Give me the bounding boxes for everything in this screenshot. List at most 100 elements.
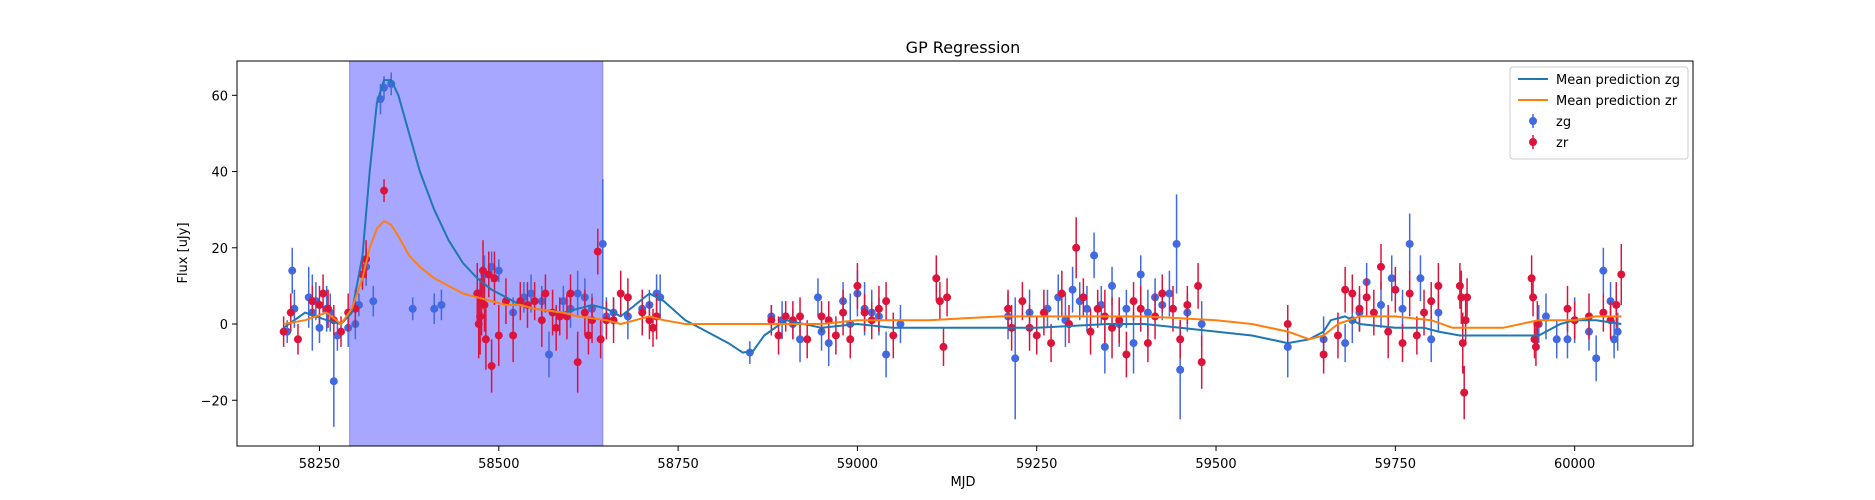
point-zr <box>1398 339 1407 348</box>
point-zr <box>480 300 489 309</box>
point-zr <box>1176 335 1185 344</box>
point-zr <box>1527 274 1536 283</box>
point-zr <box>1115 316 1124 325</box>
point-zg <box>1599 266 1608 275</box>
point-zr <box>839 308 848 317</box>
point-zr <box>1458 339 1467 348</box>
point-zr <box>1197 358 1206 367</box>
point-zr <box>537 316 546 325</box>
point-zr <box>490 274 499 283</box>
point-zr <box>337 327 345 336</box>
point-zg <box>1176 365 1185 374</box>
point-zg <box>598 239 607 248</box>
chart-title: GP Regression <box>906 38 1021 57</box>
point-zr <box>1460 388 1469 397</box>
highlight-span <box>349 60 604 447</box>
point-zr <box>1529 293 1538 302</box>
point-zr <box>279 327 288 336</box>
legend-label: zg <box>1556 115 1571 130</box>
point-zg <box>1011 354 1020 363</box>
point-zr <box>509 331 518 340</box>
y-tick-label: 60 <box>211 89 228 104</box>
point-zg <box>1172 239 1181 248</box>
point-zr <box>1183 300 1192 309</box>
point-zg <box>1416 274 1425 283</box>
point-zr <box>616 289 625 298</box>
x-axis-label: MJD <box>950 475 975 490</box>
point-zg <box>288 266 297 275</box>
point-zr <box>1143 339 1152 348</box>
x-tick-label: 60000 <box>1554 457 1595 472</box>
y-tick-label: 0 <box>220 318 228 333</box>
point-zr <box>1319 350 1328 359</box>
point-zr <box>1158 289 1167 298</box>
point-zg <box>545 350 553 359</box>
legend-label: zr <box>1556 136 1569 151</box>
point-zr <box>481 335 490 344</box>
y-tick-label: 20 <box>211 242 228 257</box>
point-zg <box>437 300 446 309</box>
point-zg <box>315 323 324 332</box>
point-zg <box>1563 335 1572 344</box>
point-zr <box>932 274 941 283</box>
x-tick-label: 59000 <box>837 457 878 472</box>
point-zg <box>1377 300 1385 309</box>
point-zr <box>286 308 295 317</box>
point-zr <box>380 186 389 195</box>
legend-label: Mean prediction zr <box>1556 94 1678 109</box>
point-zr <box>1463 293 1472 302</box>
point-zg <box>1143 308 1152 317</box>
point-zr <box>1617 270 1626 279</box>
y-axis-label: Flux [uJy] <box>176 222 191 283</box>
point-zr <box>548 308 557 317</box>
point-zr <box>889 331 898 340</box>
point-zr <box>593 247 602 256</box>
point-zr <box>1057 289 1066 298</box>
point-zg <box>813 293 822 302</box>
line-mean-prediction-zr <box>283 220 1622 341</box>
x-tick-label: 58500 <box>478 457 519 472</box>
point-zg <box>1122 304 1131 313</box>
point-zr <box>853 281 862 290</box>
point-zr <box>1018 297 1027 306</box>
point-zg <box>408 304 417 313</box>
point-zr <box>1377 262 1385 271</box>
point-zr <box>774 331 783 340</box>
point-zr <box>846 335 855 344</box>
point-zr <box>1032 331 1041 340</box>
point-zg <box>1552 335 1561 344</box>
point-zg <box>1592 354 1601 363</box>
point-zr <box>935 297 944 306</box>
point-zr <box>1122 350 1131 359</box>
point-zr <box>1047 339 1056 348</box>
point-zr <box>1341 285 1350 294</box>
point-zr <box>596 335 605 344</box>
legend-label: Mean prediction zg <box>1556 73 1680 88</box>
point-zr <box>1283 320 1292 329</box>
point-zg <box>1100 342 1109 351</box>
x-axis-ticks: 58250 58500 58750 59000 59250 59500 59750 60000 <box>299 446 1595 472</box>
point-zr <box>1079 293 1088 302</box>
point-zr <box>860 308 869 317</box>
point-zg <box>824 339 833 348</box>
point-zg <box>1610 335 1619 344</box>
point-zr <box>1355 304 1364 313</box>
point-zr <box>484 270 493 279</box>
point-zr <box>817 312 826 321</box>
point-zg <box>1541 312 1550 321</box>
point-zr <box>555 312 564 321</box>
point-zr <box>552 323 561 332</box>
y-tick-label: −20 <box>201 394 228 409</box>
point-zr <box>1427 297 1436 306</box>
point-zg <box>1090 251 1099 260</box>
point-zr <box>476 312 485 321</box>
point-zr <box>293 335 302 344</box>
point-zr <box>1405 289 1414 298</box>
x-tick-label: 59750 <box>1375 457 1416 472</box>
plot-area <box>236 60 1694 447</box>
legend-box <box>1509 66 1689 160</box>
point-zg <box>1283 342 1292 351</box>
point-zr <box>1434 281 1443 290</box>
point-zg <box>1165 289 1174 298</box>
